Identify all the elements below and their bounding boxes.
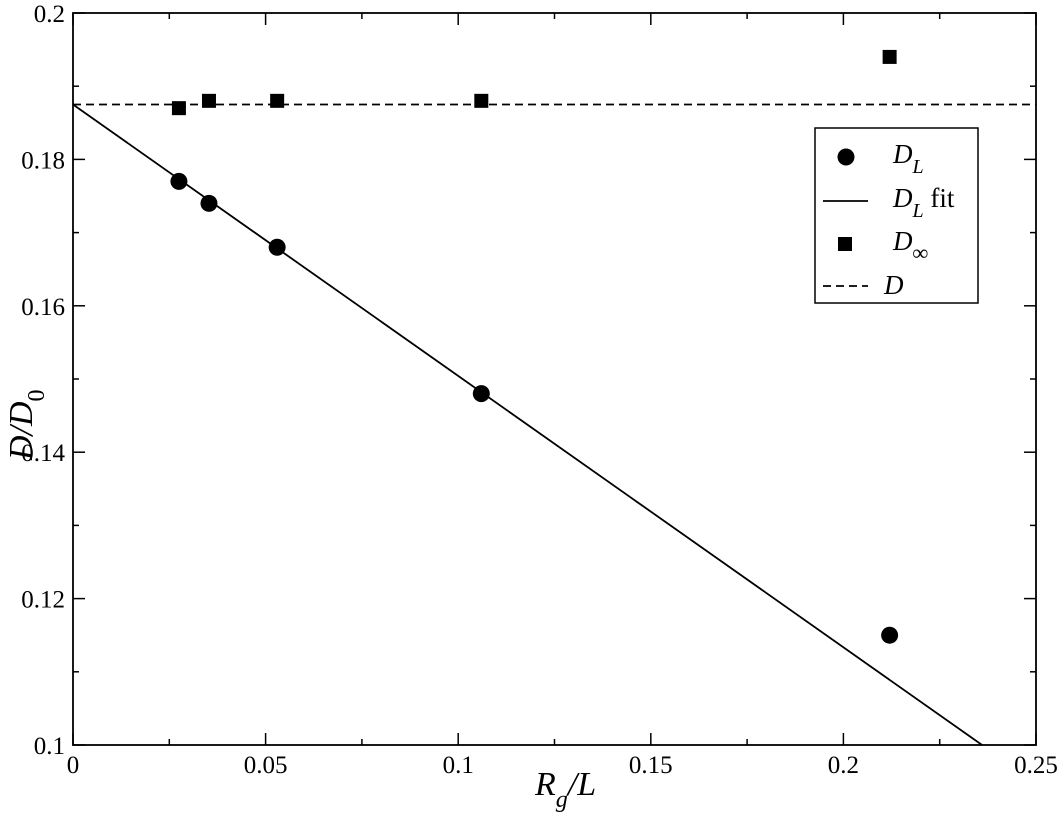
series-layer [72, 49, 1036, 746]
x-axis-label: Rg/L [534, 766, 596, 813]
legend-symbol-dinf [838, 237, 852, 251]
legend-label-dinf-main: D [892, 226, 913, 256]
y-tick-label: 0.12 [21, 587, 65, 614]
legend-label-dl-sub: L [912, 156, 924, 178]
legend: DL DL fit D∞ D [814, 127, 979, 304]
x-axis-label-sub: g [556, 787, 568, 813]
point-dl [268, 238, 286, 256]
point-dl [472, 385, 490, 403]
point-dl [881, 626, 899, 644]
y-axis-label-main: D/D [3, 401, 40, 461]
x-axis-label-main: R [534, 766, 556, 803]
legend-symbol-dl [837, 148, 855, 166]
legend-label-dl-fit-suffix: fit [924, 183, 955, 213]
legend-label-dl-fit-main: D [892, 183, 913, 213]
point-dinf [171, 101, 186, 116]
point-dinf [882, 49, 897, 64]
tick-labels: 0 0.05 0.1 0.15 0.2 0.25 0.1 0.12 0.14 0.16 0.18 0.… [21, 1, 1058, 779]
legend-label-dl: DL [892, 139, 924, 178]
y-tick-label: 0.1 [34, 733, 65, 760]
point-dl [200, 194, 218, 212]
point-dl [170, 172, 188, 190]
legend-label-dl-main: D [892, 139, 913, 169]
legend-label-dinf: D∞ [892, 226, 929, 265]
legend-label-d: D [883, 270, 904, 300]
y-tick-label: 0.14 [21, 440, 65, 467]
y-tick-label: 0.18 [21, 147, 65, 174]
legend-label-dinf-sub: ∞ [913, 240, 929, 265]
x-tick-label: 0.05 [244, 752, 288, 779]
y-axis-label-sub: 0 [24, 389, 50, 401]
line-dl-fit [72, 103, 983, 746]
y-axis-label: D/D0 [3, 389, 50, 461]
x-tick-label: 0.15 [629, 752, 673, 779]
point-dinf [270, 93, 285, 108]
y-tick-label: 0.16 [21, 294, 65, 321]
legend-label-d-main: D [883, 270, 904, 300]
x-tick-label: 0.2 [828, 752, 859, 779]
x-tick-label: 0.25 [1014, 752, 1058, 779]
legend-label-dl-fit: DL fit [892, 183, 955, 222]
y-tick-label: 0.2 [34, 1, 65, 28]
point-dinf [201, 93, 216, 108]
x-tick-label: 0 [67, 752, 80, 779]
point-dinf [474, 93, 489, 108]
legend-label-dl-fit-sub: L [912, 200, 924, 222]
x-axis-label-rest: /L [566, 766, 596, 803]
axis-ticks [72, 12, 1037, 746]
x-tick-label: 0.1 [443, 752, 474, 779]
